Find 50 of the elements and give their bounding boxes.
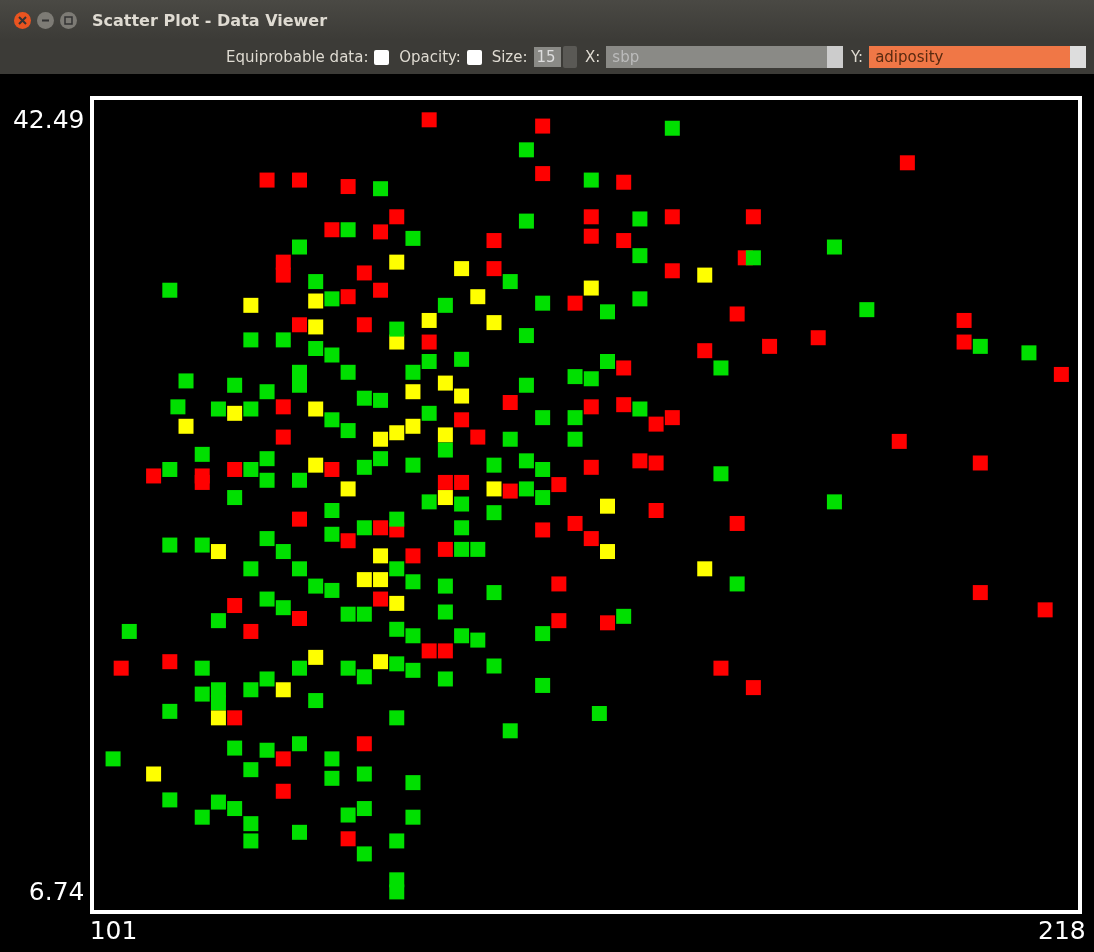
point bbox=[210, 710, 226, 726]
point bbox=[210, 544, 226, 560]
point bbox=[389, 254, 405, 270]
x-tick-label: 101 bbox=[89, 915, 138, 945]
x-tick-label: 218 bbox=[1038, 915, 1086, 945]
point bbox=[227, 405, 243, 421]
chart-title: Scatter Plot - Data Viewer bbox=[92, 11, 328, 30]
point bbox=[373, 654, 389, 670]
point bbox=[486, 315, 502, 331]
point bbox=[308, 319, 324, 335]
text: Size: bbox=[491, 48, 528, 66]
point bbox=[243, 297, 259, 313]
point bbox=[437, 427, 453, 443]
y-axis-title: adiposity bbox=[875, 48, 944, 66]
text: Equiprobable data: bbox=[226, 48, 369, 66]
point bbox=[373, 431, 389, 447]
point bbox=[470, 289, 486, 305]
point bbox=[356, 572, 372, 588]
point bbox=[373, 548, 389, 564]
point bbox=[405, 418, 421, 434]
point bbox=[697, 267, 713, 283]
y-tick-label: 6.74 bbox=[28, 877, 85, 907]
point bbox=[437, 375, 453, 391]
point bbox=[697, 561, 713, 577]
point bbox=[486, 481, 502, 497]
point bbox=[599, 544, 615, 560]
y-tick-label: 42.49 bbox=[12, 105, 85, 135]
point bbox=[405, 384, 421, 400]
text: 15 bbox=[533, 47, 562, 67]
text: Opacity: bbox=[399, 48, 461, 66]
dropdown-field: adiposity bbox=[869, 46, 1086, 68]
point bbox=[421, 312, 437, 328]
point bbox=[599, 498, 615, 514]
point bbox=[178, 418, 194, 434]
point bbox=[389, 595, 405, 611]
point bbox=[389, 425, 405, 441]
point bbox=[308, 401, 324, 417]
point bbox=[454, 261, 470, 277]
point bbox=[373, 572, 389, 588]
point bbox=[275, 682, 291, 698]
point bbox=[583, 280, 599, 296]
point bbox=[308, 649, 324, 665]
point bbox=[308, 293, 324, 309]
point bbox=[308, 457, 324, 473]
text: X: bbox=[585, 48, 601, 66]
point bbox=[146, 766, 162, 782]
point bbox=[340, 481, 356, 497]
point bbox=[454, 388, 470, 404]
point bbox=[437, 490, 453, 506]
text: Y: bbox=[850, 48, 864, 66]
